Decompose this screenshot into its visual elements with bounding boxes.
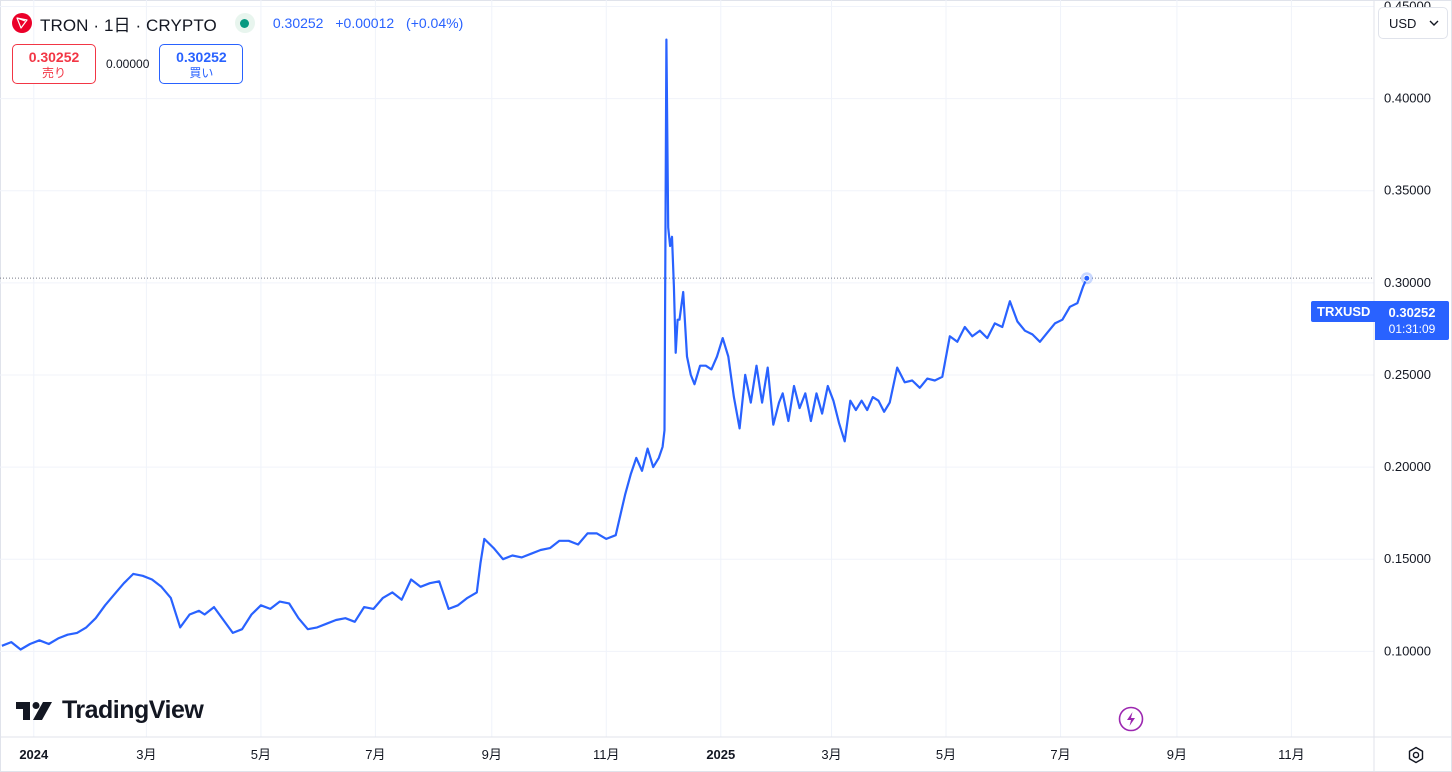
price-axis-tag: 0.30252 01:31:09 — [1375, 301, 1449, 340]
time-tick-label: 5月 — [251, 747, 271, 762]
time-tick-label: 11月 — [593, 747, 620, 762]
price-tick-label: 0.30000 — [1384, 275, 1431, 290]
tron-logo-icon — [12, 13, 32, 33]
tradingview-wordmark: TradingView — [62, 696, 204, 724]
series-line-trxusd — [1, 38, 1088, 651]
bar-countdown: 01:31:09 — [1388, 322, 1436, 336]
lightning-icon[interactable] — [1118, 706, 1144, 732]
last-price: 0.30252 — [272, 15, 324, 31]
trade-panel: 0.30252 売り 0.00000 0.30252 買い — [12, 44, 244, 84]
time-tick-label: 5月 — [936, 747, 956, 762]
price-change: +0.00012 — [335, 15, 395, 31]
time-tick-label: 11月 — [1278, 747, 1305, 762]
currency-value: USD — [1389, 15, 1417, 31]
gear-icon[interactable] — [1404, 743, 1428, 767]
time-axis: 2024 3月 5月 7月 9月 11月 2025 3月 5月 7月 9月 11月 — [19, 747, 1304, 762]
spread-value: 0.00000 — [106, 57, 150, 71]
symbol-header: TRON · 1日 · CRYPTO 0.30252 +0.00012 (+0.… — [12, 10, 471, 36]
time-tick-label: 9月 — [1167, 747, 1187, 762]
time-tick-label: 2024 — [19, 747, 49, 762]
buy-price: 0.30252 — [176, 48, 227, 65]
grid-lines — [0, 0, 1374, 737]
currency-select[interactable]: USD — [1378, 7, 1448, 39]
buy-button[interactable]: 0.30252 買い — [159, 44, 244, 84]
price-tick-label: 0.10000 — [1384, 643, 1431, 658]
buy-label: 買い — [189, 65, 214, 80]
time-tick-label: 3月 — [821, 747, 841, 762]
quote-values: 0.30252 +0.00012 (+0.04%) — [273, 15, 471, 31]
last-point — [1083, 274, 1091, 282]
time-tick-label: 2025 — [706, 747, 735, 762]
sell-price: 0.30252 — [28, 48, 80, 65]
sell-label: 売り — [41, 65, 66, 80]
sell-button[interactable]: 0.30252 売り — [12, 44, 96, 84]
symbol-title[interactable]: TRON · 1日 · CRYPTO — [40, 15, 217, 35]
market-open-dot-icon[interactable] — [234, 13, 255, 33]
time-tick-label: 3月 — [136, 747, 156, 762]
price-tick-label: 0.35000 — [1384, 183, 1431, 198]
price-change-percent: (+0.04%) — [406, 15, 464, 31]
time-tick-label: 9月 — [482, 747, 502, 762]
tradingview-logo[interactable]: TradingView — [16, 696, 204, 725]
price-tick-label: 0.20000 — [1384, 459, 1431, 474]
time-tick-label: 7月 — [1050, 747, 1070, 762]
price-tick-label: 0.15000 — [1384, 551, 1431, 566]
tradingview-logo-icon — [16, 701, 52, 720]
symbol-price-label: TRXUSD — [1311, 301, 1377, 322]
price-tag-value: 0.30252 — [1388, 305, 1436, 320]
time-tick-label: 7月 — [365, 747, 385, 762]
price-tick-label: 0.25000 — [1384, 367, 1431, 382]
chevron-down-icon — [1429, 20, 1439, 26]
price-tick-label: 0.40000 — [1384, 91, 1431, 106]
